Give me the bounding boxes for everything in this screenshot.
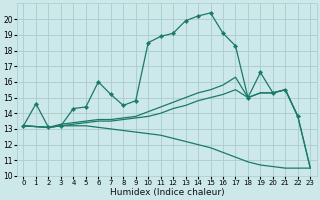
X-axis label: Humidex (Indice chaleur): Humidex (Indice chaleur) [109,188,224,197]
